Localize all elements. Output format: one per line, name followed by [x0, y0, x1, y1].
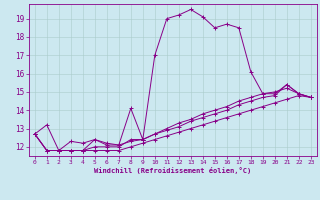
X-axis label: Windchill (Refroidissement éolien,°C): Windchill (Refroidissement éolien,°C)	[94, 167, 252, 174]
